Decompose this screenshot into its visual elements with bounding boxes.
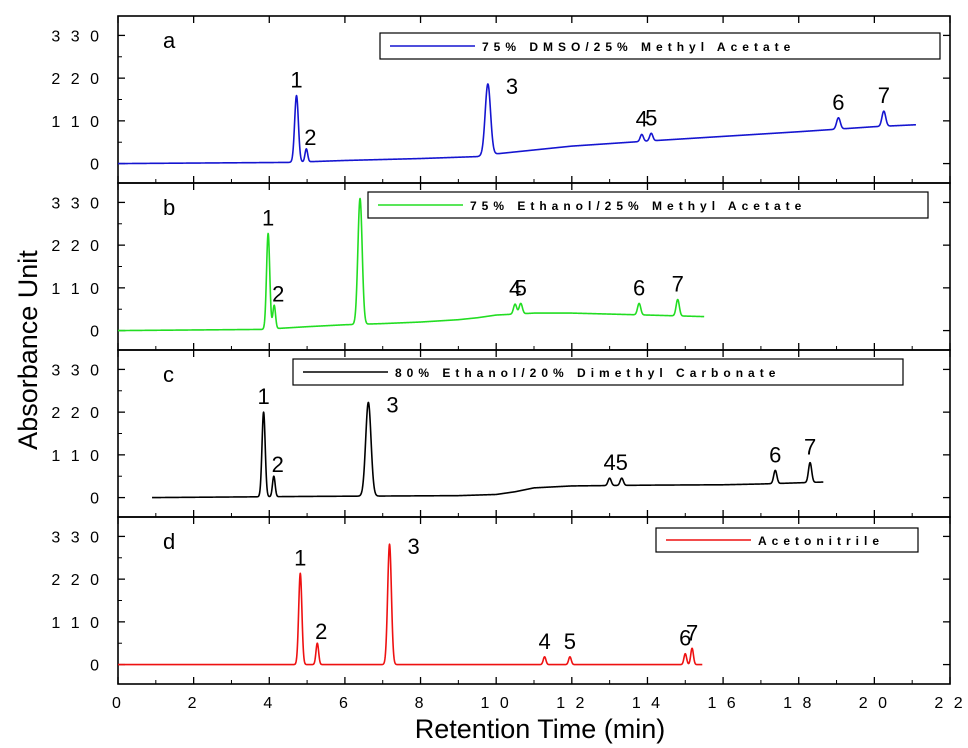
peak-label: 4: [604, 450, 616, 475]
x-tick-label: 1 0: [481, 695, 512, 712]
y-tick-label: 3 3 0: [51, 362, 102, 379]
x-axis-label: Retention Time (min): [415, 714, 666, 744]
panel-letter: b: [163, 195, 175, 220]
legend-entry: 75% DMSO/25% Methyl Acetate: [482, 40, 795, 54]
peak-label: 1: [257, 384, 269, 409]
peak-label: 7: [878, 83, 890, 108]
x-tick-label: 1 8: [783, 695, 814, 712]
y-tick-label: 1 1 0: [51, 448, 102, 465]
y-tick-label: 3 3 0: [51, 529, 102, 546]
legend-entry: 80% Ethanol/20% Dimethyl Carbonate: [395, 366, 780, 380]
peak-label: 7: [686, 620, 698, 645]
peak-label: 2: [272, 281, 284, 306]
x-tick-label: 6: [339, 695, 351, 712]
trace-a: [117, 83, 917, 165]
peak-label: 1: [262, 205, 274, 230]
y-tick-label: 3 3 0: [51, 28, 102, 45]
legend-entry: 75% Ethanol/25% Methyl Acetate: [470, 199, 806, 213]
peak-label: 5: [564, 629, 576, 654]
y-tick-label: 0: [90, 491, 102, 508]
x-tick-label: 0: [112, 695, 124, 712]
y-tick-label: 2 2 0: [51, 572, 102, 589]
x-tick-label: 2: [188, 695, 200, 712]
panel-b: 01 1 02 2 03 3 01234567b75% Ethanol/25% …: [51, 182, 951, 351]
legend-entry: Acetonitrile: [758, 534, 884, 548]
panel-letter: a: [163, 28, 176, 53]
y-tick-label: 2 2 0: [51, 71, 102, 88]
x-axis: 0 2 4 6 8 1 0 1 2 1 4 1 6 1 8 2 0 2 2: [112, 695, 965, 712]
y-tick-label: 0: [90, 658, 102, 675]
peak-label: 7: [672, 272, 684, 297]
x-tick-label: 1 4: [632, 695, 663, 712]
x-tick-label: 2 2: [934, 695, 965, 712]
panel-letter: d: [163, 529, 175, 554]
peak-label: 3: [506, 74, 518, 99]
y-tick-label: 2 2 0: [51, 238, 102, 255]
y-tick-label: 0: [90, 157, 102, 174]
peak-label: 3: [386, 392, 398, 417]
peak-label: 6: [679, 626, 691, 651]
peak-label: 4: [509, 276, 521, 301]
peak-label: 3: [408, 534, 420, 559]
y-tick-label: 0: [90, 324, 102, 341]
x-tick-label: 2 0: [859, 695, 890, 712]
y-tick-label: 1 1 0: [51, 615, 102, 632]
x-tick-label: 8: [415, 695, 427, 712]
y-tick-label: 1 1 0: [51, 281, 102, 298]
x-tick-label: 1 6: [707, 695, 738, 712]
peak-label: 1: [290, 68, 302, 93]
peak-label: 5: [515, 275, 527, 300]
peak-label: 6: [832, 90, 844, 115]
peak-label: 4: [636, 106, 648, 131]
peak-label: 5: [616, 450, 628, 475]
panel-letter: c: [163, 362, 174, 387]
peak-label: 7: [804, 435, 816, 460]
y-tick-label: 2 2 0: [51, 405, 102, 422]
peak-label: 4: [538, 629, 550, 654]
peak-label: 6: [769, 442, 781, 467]
y-tick-label: 1 1 0: [51, 114, 102, 131]
peak-label: 5: [645, 105, 657, 130]
peak-label: 6: [633, 275, 645, 300]
trace-b: [117, 197, 705, 332]
trace-d: [117, 543, 703, 666]
panel-a: 0 1 1 0 2 2 0 3 3 0 1 2 3 45 6 7 a 75% DMSO/25% Met…: [51, 15, 951, 184]
peak-label: 2: [315, 619, 327, 644]
trace-c: [151, 401, 824, 499]
y-tick-label: 3 3 0: [51, 195, 102, 212]
peak-label: 1: [294, 545, 306, 570]
legend-box: [292, 358, 904, 386]
peak-label: 2: [272, 452, 284, 477]
x-tick-label: 1 2: [556, 695, 587, 712]
y-axis-label: Absorbance Unit: [13, 250, 43, 450]
x-tick-label: 4: [263, 695, 275, 712]
peak-label: 2: [304, 125, 316, 150]
